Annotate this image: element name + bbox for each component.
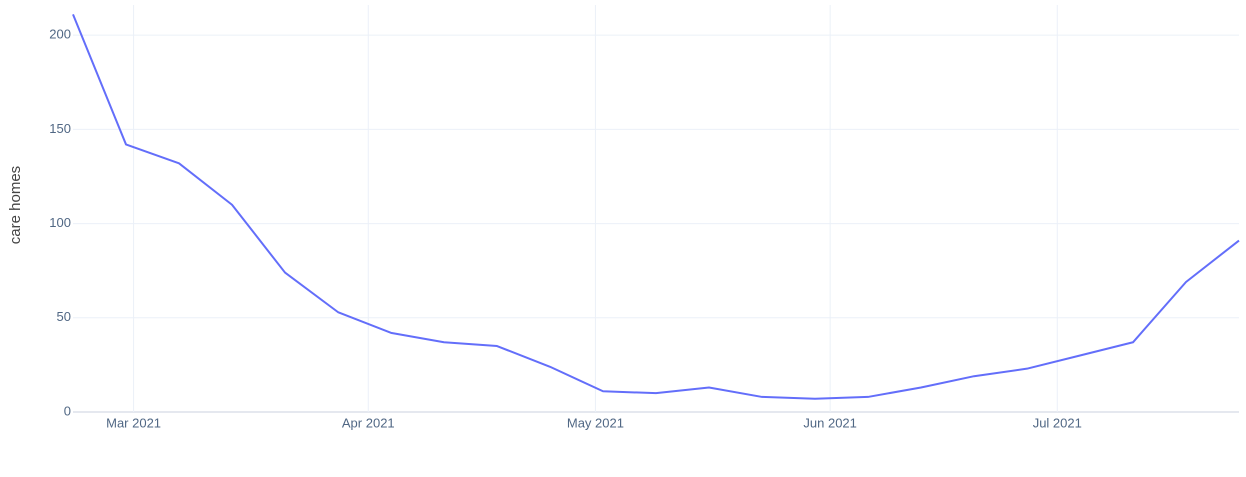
line: [72, 14, 1240, 400]
plot: [72, 14, 1240, 400]
x-tick-label: May 2021: [567, 415, 624, 430]
y-tick-label: 150: [49, 121, 71, 136]
y-tick-label: 100: [49, 215, 71, 230]
grid: [73, 5, 1239, 413]
x-tick-label: Apr 2021: [342, 415, 395, 430]
y-tick-label: 0: [64, 403, 71, 418]
x-tick-label: Jun 2021: [803, 415, 857, 430]
y-tick-label: 50: [57, 309, 71, 324]
x-tick-label: Jul 2021: [1033, 415, 1082, 430]
y-tick-label: 200: [49, 27, 71, 42]
y-axis-title: care homes: [7, 166, 24, 244]
x-tick-label: Mar 2021: [106, 415, 161, 430]
